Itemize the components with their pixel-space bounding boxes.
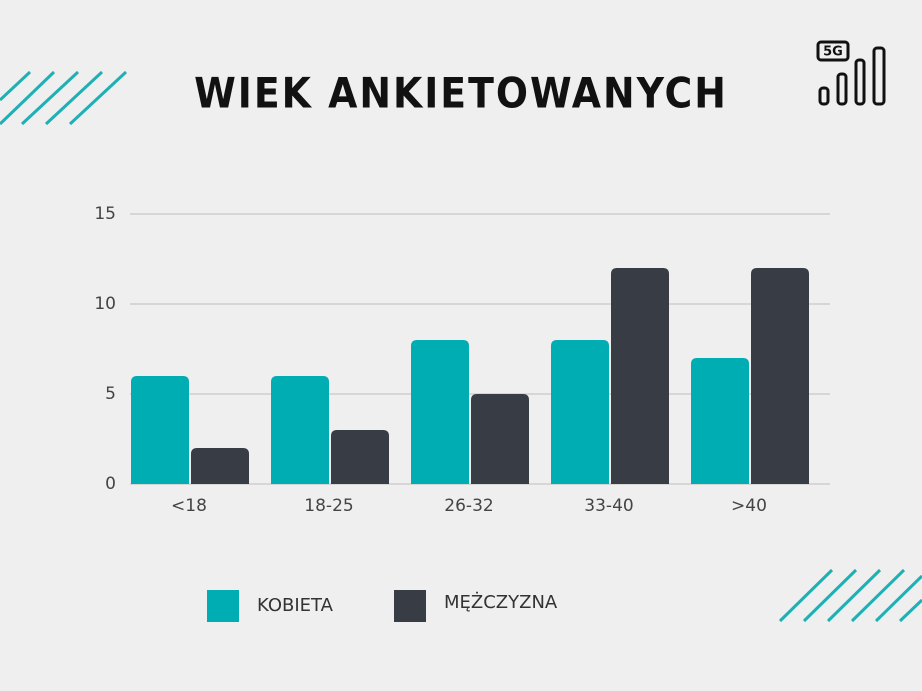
icon-label: 5G (823, 45, 843, 60)
bar (191, 448, 249, 484)
bar (611, 268, 669, 484)
x-tick-label: >40 (731, 496, 767, 516)
bar (271, 376, 329, 484)
bar (471, 394, 529, 484)
bar (691, 358, 749, 484)
legend-swatch (207, 590, 239, 622)
legend-label: KOBIETA (257, 595, 334, 616)
x-tick-label: <18 (171, 496, 207, 516)
bar (131, 376, 189, 484)
bar (411, 340, 469, 484)
legend-swatch (394, 590, 426, 622)
bar (751, 268, 809, 484)
y-tick-label: 0 (105, 474, 116, 494)
y-tick-label: 15 (94, 204, 116, 224)
y-tick-label: 5 (105, 384, 116, 404)
x-tick-label: 33-40 (584, 496, 633, 516)
bar (551, 340, 609, 484)
legend-label: MĘŻCZYZNA (444, 592, 558, 613)
chart-title: WIEK ANKIETOWANYCH (194, 69, 728, 118)
decor-stripes (0, 70, 922, 623)
y-tick-label: 10 (94, 294, 116, 314)
bar (331, 430, 389, 484)
x-tick-label: 26-32 (444, 496, 493, 516)
signal-icon (816, 40, 886, 106)
x-tick-label: 18-25 (304, 496, 353, 516)
